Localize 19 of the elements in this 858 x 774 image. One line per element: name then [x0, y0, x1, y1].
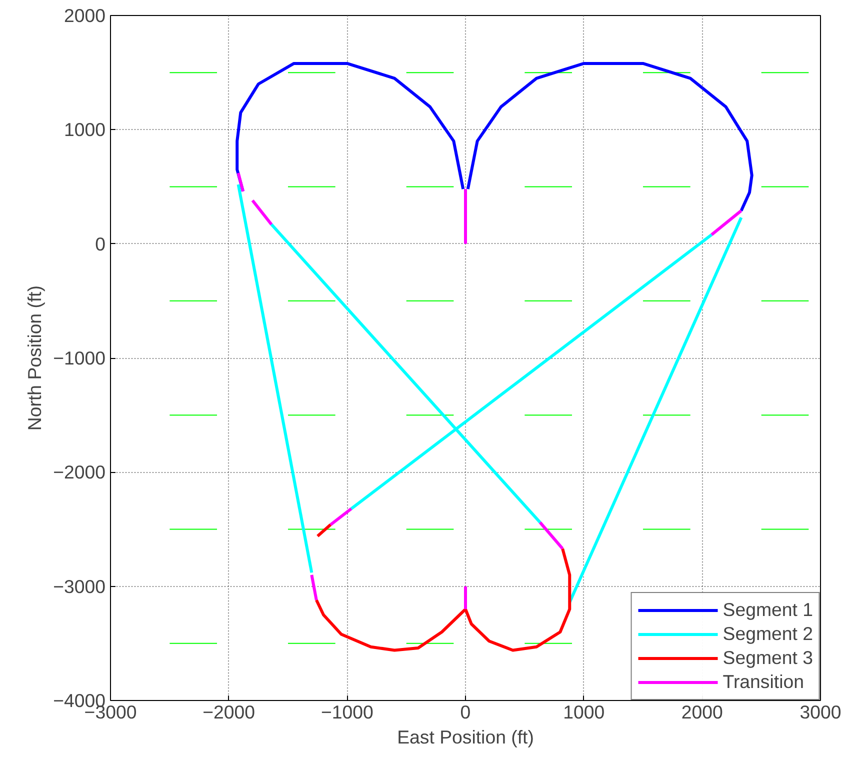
x-tick-label: −2000	[202, 702, 256, 722]
y-tick-label: −2000	[53, 462, 106, 483]
legend-label: Segment 2	[722, 623, 813, 645]
line-series	[314, 547, 572, 652]
y-axis-title: North Position (ft)	[24, 285, 46, 431]
x-axis-title: East Position (ft)	[397, 726, 534, 748]
legend-label: Transition	[722, 671, 804, 693]
x-tick-label: 0	[460, 702, 471, 722]
y-tick-label: 2000	[64, 5, 106, 26]
legend-label: Segment 3	[722, 647, 813, 669]
y-tick-label: 0	[95, 233, 106, 254]
y-tick-label: 1000	[64, 119, 106, 140]
x-tick-label: 3000	[800, 702, 842, 722]
y-tick-label: −3000	[53, 576, 106, 597]
x-tick-label: −1000	[320, 702, 374, 722]
legend-label: Segment 1	[722, 599, 813, 621]
x-tick-label: 2000	[681, 702, 723, 722]
x-tick-label: 1000	[563, 702, 605, 722]
y-tick-label: −1000	[53, 348, 106, 368]
